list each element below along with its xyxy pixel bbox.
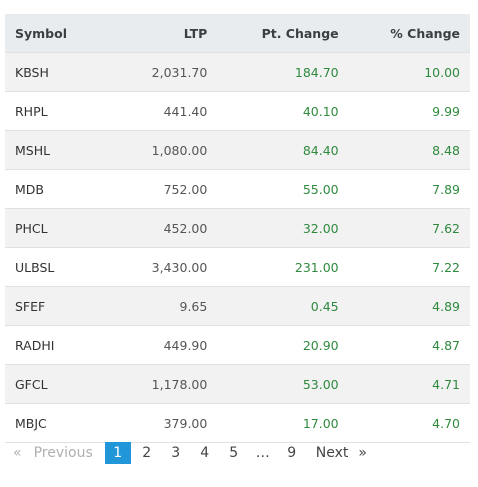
table-cell: 449.90 <box>115 325 218 365</box>
table-cell: 7.22 <box>348 247 470 287</box>
table-cell: MBJC <box>5 403 115 443</box>
table-row[interactable]: RADHI 449.90 20.90 4.87 <box>5 325 470 365</box>
table-cell: 4.70 <box>348 403 470 443</box>
table-cell: 4.71 <box>348 364 470 404</box>
table-cell: 9.65 <box>115 286 218 326</box>
table-cell: GFCL <box>5 364 115 404</box>
table-cell: RADHI <box>5 325 115 365</box>
table-cell: RHPL <box>5 91 115 131</box>
table-cell: 53.00 <box>217 364 349 404</box>
table-cell: 7.62 <box>348 208 470 248</box>
page-button[interactable]: 5 <box>229 445 239 461</box>
next-button[interactable]: Next <box>315 445 349 461</box>
header-row: Symbol LTP Pt. Change% Change <box>5 14 470 53</box>
table-cell: 4.87 <box>348 325 470 365</box>
table-row[interactable]: KBSH 2,031.70 184.70 10.00 <box>5 52 470 92</box>
table-cell: 55.00 <box>217 169 349 209</box>
table-cell: 84.40 <box>217 130 349 170</box>
pagination: « Previous 1 2 3 4 5 … 9 Next » <box>13 441 367 465</box>
stock-table: Symbol LTP Pt. Change% Change KBSH 2,031.70… <box>5 14 470 443</box>
table-row[interactable]: MBJC 379.00 17.00 4.70 <box>5 403 470 443</box>
table-cell: 184.70 <box>217 52 349 92</box>
table-cell: 17.00 <box>217 403 349 443</box>
page-button[interactable]: 9 <box>287 445 297 461</box>
page-button[interactable]: … <box>255 445 270 461</box>
table-cell: SFEF <box>5 286 115 326</box>
table-cell: 2,031.70 <box>115 52 218 92</box>
next-icon: » <box>358 445 367 461</box>
table-row[interactable]: SFEF 9.65 0.45 4.89 <box>5 286 470 326</box>
table-cell: MDB <box>5 169 115 209</box>
table-cell: 1,080.00 <box>115 130 218 170</box>
previous-button[interactable]: Previous <box>33 445 93 461</box>
table-cell: KBSH <box>5 52 115 92</box>
table-cell: 7.89 <box>348 169 470 209</box>
table-row[interactable]: RHPL 441.40 40.10 9.99 <box>5 91 470 131</box>
table-cell: 441.40 <box>115 91 218 131</box>
page-button[interactable]: 3 <box>171 445 181 461</box>
table-cell: 32.00 <box>217 208 349 248</box>
page-button[interactable]: 1 <box>104 442 131 464</box>
prev-icon: « <box>13 445 22 461</box>
table-cell: 4.89 <box>348 286 470 326</box>
table-cell: 8.48 <box>348 130 470 170</box>
table-cell: 379.00 <box>115 403 218 443</box>
table-cell: 752.00 <box>115 169 218 209</box>
table-cell: 1,178.00 <box>115 364 218 404</box>
header-cell: % Change <box>348 14 470 53</box>
table-row[interactable]: GFCL 1,178.00 53.00 4.71 <box>5 364 470 404</box>
table-row[interactable]: ULBSL 3,430.00 231.00 7.22 <box>5 247 470 287</box>
table-cell: 452.00 <box>115 208 218 248</box>
table-cell: 9.99 <box>348 91 470 131</box>
table-row[interactable]: PHCL 452.00 32.00 7.62 <box>5 208 470 248</box>
table-cell: 40.10 <box>217 91 349 131</box>
table-cell: 20.90 <box>217 325 349 365</box>
table-cell: 3,430.00 <box>115 247 218 287</box>
table-cell: MSHL <box>5 130 115 170</box>
table-cell: ULBSL <box>5 247 115 287</box>
page-button[interactable]: 2 <box>142 445 152 461</box>
header-cell: Pt. Change <box>217 14 349 53</box>
table-wrap: Symbol LTP Pt. Change% Change KBSH 2,031.70… <box>5 14 470 443</box>
page-button[interactable]: 4 <box>200 445 210 461</box>
table-row[interactable]: MDB 752.00 55.00 7.89 <box>5 169 470 209</box>
table-cell: PHCL <box>5 208 115 248</box>
table-row[interactable]: MSHL 1,080.00 84.40 8.48 <box>5 130 470 170</box>
header-cell: Symbol <box>5 14 115 53</box>
table-cell: 0.45 <box>217 286 349 326</box>
table-body: KBSH 2,031.70 184.70 10.00 RHPL 441.40 40.10 9.… <box>5 52 470 443</box>
header-cell: LTP <box>115 14 218 53</box>
table-cell: 231.00 <box>217 247 349 287</box>
table-cell: 10.00 <box>348 52 470 92</box>
